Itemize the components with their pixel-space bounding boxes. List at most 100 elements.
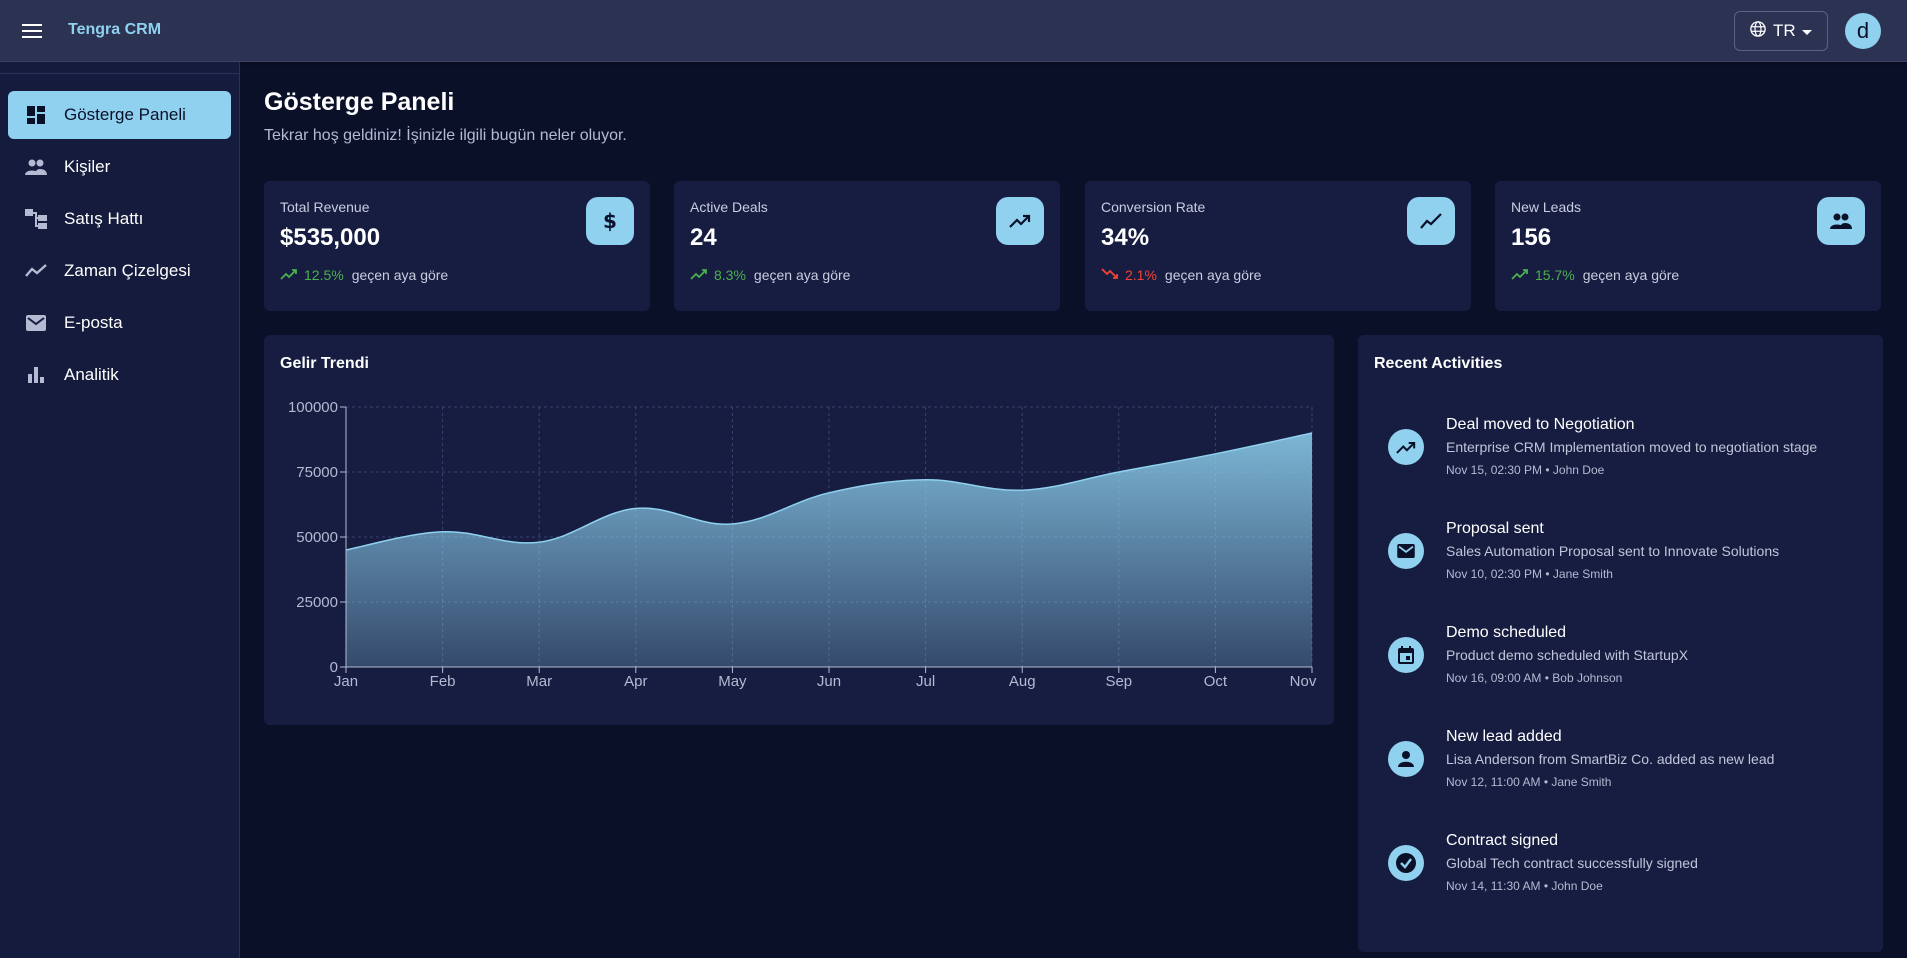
sidebar-item-label: Analitik bbox=[64, 365, 119, 384]
caret-down-icon bbox=[1801, 21, 1812, 41]
app-title: Tengra CRM bbox=[68, 21, 162, 38]
stat-change: 8.3% bbox=[714, 267, 746, 283]
page-subtitle: Tekrar hoş geldiniz! İşinizle ilgili bug… bbox=[264, 127, 627, 144]
stat-value: $535,000 bbox=[280, 224, 381, 251]
pipeline-icon bbox=[24, 207, 48, 231]
stat-note: geçen aya göre bbox=[1164, 267, 1262, 283]
stat-card-new-leads: New Leads 156 15.7% geçen aya göre bbox=[1495, 181, 1881, 311]
activity-meta: Nov 15, 02:30 PM • John Doe bbox=[1446, 463, 1605, 477]
x-tick-label: May bbox=[718, 673, 747, 690]
x-tick-label: Aug bbox=[1009, 673, 1036, 690]
svg-text:$: $ bbox=[603, 210, 617, 232]
x-tick-label: Mar bbox=[526, 673, 552, 690]
x-tick-label: Oct bbox=[1204, 673, 1228, 690]
stat-card-active-deals: Active Deals 24 8.3% geçen aya göre bbox=[674, 181, 1060, 311]
stat-change: 15.7% bbox=[1535, 267, 1575, 283]
dashboard-icon bbox=[24, 103, 48, 127]
activity-item[interactable]: New lead added Lisa Anderson from SmartB… bbox=[1388, 728, 1868, 813]
menu-icon[interactable] bbox=[20, 19, 44, 43]
stat-note: geçen aya göre bbox=[1582, 267, 1680, 283]
sidebar-item-contacts[interactable]: Kişiler bbox=[8, 143, 231, 191]
y-tick-label: 100000 bbox=[288, 399, 338, 416]
chart-title: Gelir Trendi bbox=[280, 355, 369, 372]
activity-title: Demo scheduled bbox=[1446, 624, 1567, 641]
stat-value: 34% bbox=[1101, 224, 1150, 251]
activity-title: Contract signed bbox=[1446, 832, 1559, 849]
activity-item[interactable]: Deal moved to Negotiation Enterprise CRM… bbox=[1388, 416, 1868, 501]
sidebar-divider bbox=[0, 73, 239, 74]
sidebar-item-label: Gösterge Paneli bbox=[64, 105, 186, 124]
stat-value: 156 bbox=[1511, 224, 1552, 251]
activity-title: Deal moved to Negotiation bbox=[1446, 416, 1635, 433]
show-chart-icon bbox=[1407, 197, 1455, 245]
x-tick-label: Sep bbox=[1105, 673, 1132, 690]
recent-activities-card: Recent Activities Deal moved to Negotiat… bbox=[1358, 335, 1883, 952]
activity-description: Global Tech contract successfully signed bbox=[1446, 855, 1698, 871]
revenue-area-fill bbox=[346, 433, 1312, 667]
x-tick-label: Jun bbox=[817, 673, 841, 690]
person-icon bbox=[1388, 741, 1424, 777]
activity-meta: Nov 16, 09:00 AM • Bob Johnson bbox=[1446, 671, 1623, 685]
trending-up-icon bbox=[1511, 267, 1529, 283]
stat-card-conversion-rate: Conversion Rate 34% 2.1% geçen aya göre bbox=[1085, 181, 1471, 311]
trending-up-icon bbox=[690, 267, 708, 283]
stat-card-total-revenue: Total Revenue $535,000 $ 12.5% geçen aya… bbox=[264, 181, 650, 311]
activity-description: Enterprise CRM Implementation moved to n… bbox=[1446, 439, 1818, 455]
stat-value: 24 bbox=[690, 224, 717, 251]
x-tick-label: Nov bbox=[1290, 673, 1317, 690]
check-circle-icon bbox=[1388, 845, 1424, 881]
stat-change: 2.1% bbox=[1125, 267, 1157, 283]
activity-item[interactable]: Demo scheduled Product demo scheduled wi… bbox=[1388, 624, 1868, 709]
stat-title: Conversion Rate bbox=[1101, 199, 1206, 215]
sidebar-item-dashboard[interactable]: Gösterge Paneli bbox=[8, 91, 231, 139]
timeline-icon bbox=[24, 259, 48, 283]
activity-title: New lead added bbox=[1446, 728, 1562, 745]
analytics-icon bbox=[24, 363, 48, 387]
sidebar-item-label: Zaman Çizelgesi bbox=[64, 261, 191, 280]
activity-item[interactable]: Contract signed Global Tech contract suc… bbox=[1388, 832, 1868, 917]
stat-title: New Leads bbox=[1511, 199, 1582, 215]
sidebar-item-label: Satış Hattı bbox=[64, 209, 144, 228]
sidebar-item-timeline[interactable]: Zaman Çizelgesi bbox=[8, 247, 231, 295]
trending-up-icon bbox=[280, 267, 298, 283]
dollar-icon: $ bbox=[586, 197, 634, 245]
stat-trend: 8.3% geçen aya göre bbox=[690, 267, 850, 283]
x-tick-label: Jul bbox=[916, 673, 935, 690]
y-tick-label: 50000 bbox=[296, 529, 338, 546]
stat-title: Active Deals bbox=[690, 199, 768, 215]
sidebar-item-email[interactable]: E-posta bbox=[8, 299, 231, 347]
activity-description: Sales Automation Proposal sent to Innova… bbox=[1446, 543, 1780, 559]
language-selector[interactable]: TR bbox=[1734, 11, 1828, 51]
stat-note: geçen aya göre bbox=[351, 267, 449, 283]
stat-change: 12.5% bbox=[304, 267, 344, 283]
email-icon bbox=[24, 311, 48, 335]
revenue-trend-card: Gelir Trendi 0 25000 50000 75000 100000 Jan Fe… bbox=[264, 335, 1334, 725]
y-tick-label: 25000 bbox=[296, 594, 338, 611]
activity-meta: Nov 14, 11:30 AM • John Doe bbox=[1446, 879, 1603, 893]
sidebar-item-pipeline[interactable]: Satış Hattı bbox=[8, 195, 231, 243]
sidebar-item-label: Kişiler bbox=[64, 157, 111, 176]
globe-icon bbox=[1749, 20, 1767, 43]
calendar-icon bbox=[1388, 637, 1424, 673]
trending-up-icon bbox=[1388, 429, 1424, 465]
sidebar-item-analytics[interactable]: Analitik bbox=[8, 351, 231, 399]
avatar[interactable]: d bbox=[1845, 13, 1881, 49]
stat-trend: 12.5% geçen aya göre bbox=[280, 267, 448, 283]
revenue-area-chart: 0 25000 50000 75000 100000 Jan Feb Mar Apr May Jun… bbox=[288, 399, 1317, 690]
email-icon bbox=[1388, 533, 1424, 569]
y-tick-label: 0 bbox=[330, 659, 338, 676]
top-app-bar: Tengra CRM TR d bbox=[0, 0, 1907, 62]
activity-meta: Nov 12, 11:00 AM • Jane Smith bbox=[1446, 775, 1612, 789]
activity-description: Lisa Anderson from SmartBiz Co. added as… bbox=[1446, 751, 1775, 767]
y-tick-label: 75000 bbox=[296, 464, 338, 481]
people-icon bbox=[1817, 197, 1865, 245]
people-icon bbox=[24, 155, 48, 179]
activity-title: Proposal sent bbox=[1446, 520, 1544, 537]
stat-title: Total Revenue bbox=[280, 199, 370, 215]
stat-trend: 2.1% geçen aya göre bbox=[1101, 267, 1261, 283]
x-tick-label: Apr bbox=[624, 673, 647, 690]
stat-trend: 15.7% geçen aya göre bbox=[1511, 267, 1679, 283]
trending-down-icon bbox=[1101, 267, 1119, 283]
activity-item[interactable]: Proposal sent Sales Automation Proposal … bbox=[1388, 520, 1868, 605]
activities-title: Recent Activities bbox=[1374, 355, 1503, 372]
